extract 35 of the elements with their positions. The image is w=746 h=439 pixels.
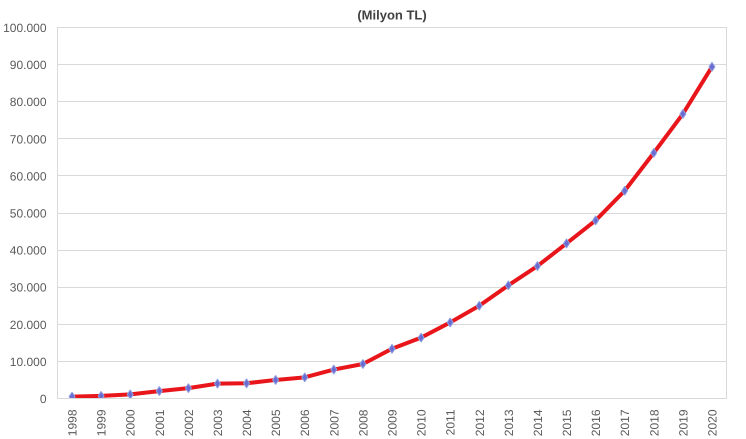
x-tick-label: 1998 (66, 409, 80, 436)
x-tick-label: 2017 (618, 409, 632, 436)
x-tick-label: 2007 (327, 409, 342, 436)
x-tick-label: 2000 (124, 409, 138, 436)
x-tick-label: 2013 (502, 409, 516, 436)
x-tick-label: 2005 (269, 409, 284, 436)
x-tick-label: 2014 (530, 409, 545, 436)
x-tick-label: 2009 (386, 409, 400, 436)
y-tick-label: 90.000 (10, 58, 47, 72)
x-tick-label: 2006 (298, 409, 312, 436)
x-tick-label: 2012 (472, 409, 487, 436)
chart-title: (Milyon TL) (357, 8, 427, 22)
y-tick-label: 80.000 (10, 95, 47, 110)
y-tick-label: 30.000 (10, 280, 47, 295)
x-tick-label: 2018 (647, 409, 662, 436)
x-tick-label: 2019 (676, 409, 690, 436)
y-tick-label: 10.000 (10, 354, 47, 369)
y-tick-label: 60.000 (10, 169, 47, 184)
y-tick-label: 0 (40, 392, 47, 406)
x-tick-label: 2015 (560, 409, 574, 436)
x-tick-label: 2003 (210, 409, 225, 436)
x-tick-label: 2010 (414, 409, 429, 436)
x-tick-label: 2020 (705, 409, 720, 436)
x-tick-label: 1999 (94, 409, 109, 436)
x-tick-label: 2004 (240, 409, 254, 436)
x-tick-label: 2001 (152, 409, 167, 436)
x-tick-label: 2011 (444, 409, 458, 436)
y-tick-label: 20.000 (10, 318, 47, 332)
x-tick-label: 2016 (589, 409, 604, 436)
y-tick-label: 100.000 (3, 21, 47, 35)
x-tick-label: 2002 (182, 409, 196, 436)
x-tick-label: 2008 (356, 409, 370, 436)
y-tick-label: 70.000 (10, 132, 47, 146)
y-tick-label: 40.000 (10, 244, 47, 258)
y-tick-label: 50.000 (10, 206, 47, 220)
